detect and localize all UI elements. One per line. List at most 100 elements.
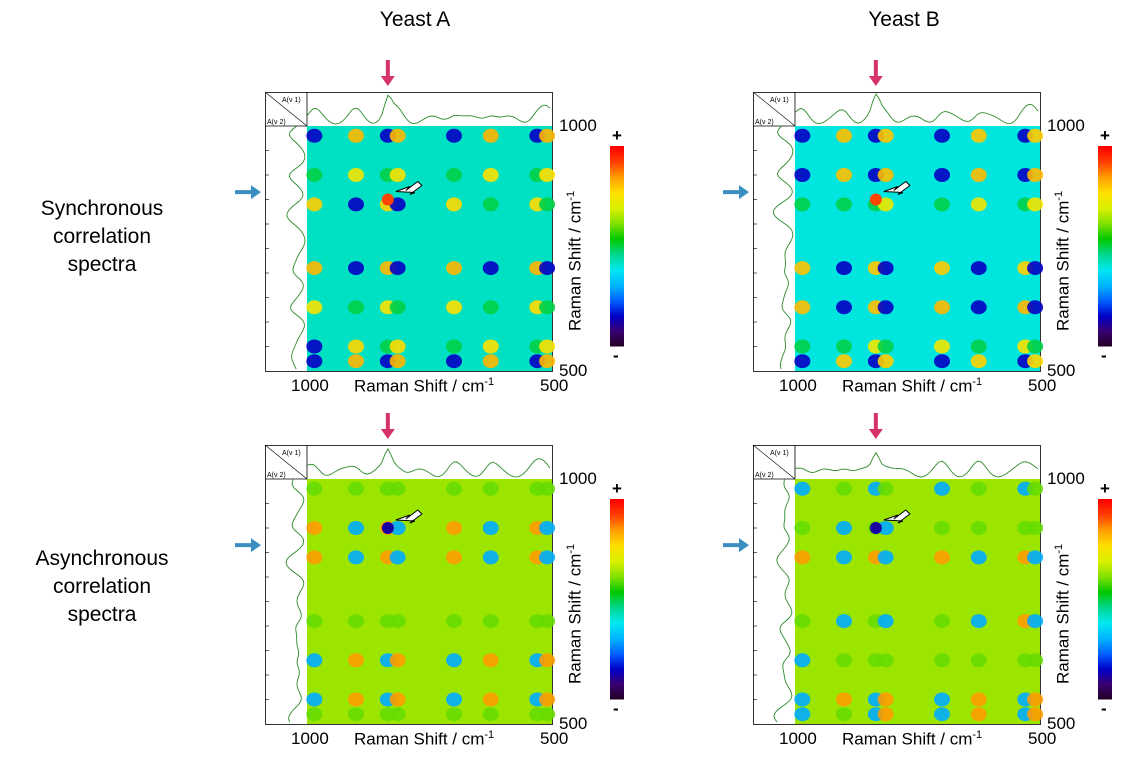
colorbar-segment xyxy=(610,214,624,217)
colorbar-segment xyxy=(610,631,624,634)
colorbar-segment xyxy=(610,152,624,155)
heatmap-cell xyxy=(934,128,950,143)
peak-marker-arrow xyxy=(723,538,749,553)
heatmap-cell xyxy=(446,354,462,369)
colorbar-segment xyxy=(610,623,624,626)
colorbar-segment xyxy=(610,204,624,207)
colorbar-segment xyxy=(1098,170,1112,173)
colorbar-segment xyxy=(610,563,624,566)
colorbar-segment xyxy=(1098,248,1112,251)
colorbar-segment xyxy=(1098,597,1112,600)
colorbar-segment xyxy=(1098,657,1112,660)
colorbar-segment xyxy=(610,521,624,524)
colorbar-segment xyxy=(1098,186,1112,189)
heatmap-cell xyxy=(970,339,987,354)
colorbar-segment xyxy=(610,218,624,221)
colorbar-segment xyxy=(1098,158,1112,161)
colorbar-segment xyxy=(1098,230,1112,233)
left-spectrum-line xyxy=(773,478,793,723)
colorbar-segment xyxy=(610,216,624,219)
row-label-asynchronous: Asynchronous correlation spectra xyxy=(2,545,202,629)
colorbar-segment xyxy=(610,695,624,698)
colorbar-segment xyxy=(1098,697,1112,700)
x-tick-label-500: 500 xyxy=(540,729,569,748)
colorbar-segment xyxy=(610,679,624,682)
heatmap-cell xyxy=(348,653,364,668)
row-label-synchronous: Synchronous correlation spectra xyxy=(2,195,202,279)
colorbar-segment xyxy=(610,226,624,229)
colorbar-segment xyxy=(610,220,624,223)
heatmap-cell xyxy=(306,692,323,707)
heatmap-cell xyxy=(348,300,364,315)
colorbar-segment xyxy=(1098,322,1112,325)
heatmap-cell xyxy=(794,354,811,369)
heatmap-cell xyxy=(794,300,811,315)
colorbar-segment xyxy=(610,651,624,654)
colorbar-segment xyxy=(610,611,624,614)
colorbar-segment xyxy=(1098,623,1112,626)
colorbar-segment xyxy=(610,230,624,233)
colorbar-segment xyxy=(610,154,624,157)
colorbar-segment xyxy=(610,274,624,277)
panel-frame xyxy=(753,445,1041,725)
colorbar-segment xyxy=(1098,607,1112,610)
colorbar-segment xyxy=(1098,312,1112,315)
colorbar-segment xyxy=(1098,619,1112,622)
colorbar-segment xyxy=(610,683,624,686)
colorbar-segment xyxy=(610,150,624,153)
heatmap-cell xyxy=(934,692,950,707)
colorbar-segment xyxy=(1098,206,1112,209)
heatmap-cell xyxy=(877,300,894,315)
heatmap-cell xyxy=(877,128,894,143)
colorbar-segment xyxy=(1098,641,1112,644)
colorbar-segment xyxy=(1098,196,1112,199)
colorbar-segment xyxy=(1098,521,1112,524)
heatmap-cell xyxy=(539,653,556,668)
heatmap-cell xyxy=(446,261,462,276)
highlight-arrow xyxy=(883,509,911,524)
corner-label-bottom: A(ν 2) xyxy=(755,472,774,479)
colorbar-segment xyxy=(1098,633,1112,636)
colorbar-segment xyxy=(1098,262,1112,265)
heatmap-cell xyxy=(836,550,852,565)
heatmap-cell xyxy=(389,261,406,276)
colorbar-segment xyxy=(610,210,624,213)
colorbar-segment xyxy=(1098,290,1112,293)
colorbar-segment xyxy=(610,258,624,261)
colorbar-segment xyxy=(610,529,624,532)
colorbar-segment xyxy=(610,192,624,195)
colorbar-segment xyxy=(610,655,624,658)
colorbar-segment xyxy=(1098,192,1112,195)
colorbar-segment xyxy=(610,190,624,193)
colorbar-segment xyxy=(610,517,624,520)
colorbar-segment xyxy=(610,160,624,163)
colorbar-segment xyxy=(1098,326,1112,329)
colorbar-segment xyxy=(1098,687,1112,690)
peak-marker-arrow xyxy=(868,60,883,86)
heatmap-cell xyxy=(877,168,894,182)
colorbar-segment xyxy=(1098,573,1112,576)
colorbar-segment xyxy=(1098,675,1112,678)
heatmap-cell xyxy=(482,481,499,496)
colorbar-segment xyxy=(1098,226,1112,229)
heatmap-cell xyxy=(306,653,323,668)
colorbar-segment xyxy=(610,673,624,676)
heatmap-cell xyxy=(539,707,556,722)
colorbar-segment xyxy=(610,340,624,343)
colorbar-segment xyxy=(610,314,624,317)
colorbar-segment xyxy=(610,565,624,568)
colorbar-segment xyxy=(1098,577,1112,580)
x-axis-label: Raman Shift / cm-1 xyxy=(842,376,983,396)
colorbar-segment xyxy=(610,228,624,231)
peak-marker-arrow xyxy=(723,185,749,200)
heatmap-cell xyxy=(348,692,364,707)
colorbar-segment xyxy=(1098,519,1112,522)
corner-label-bottom: A(ν 2) xyxy=(755,119,774,126)
colorbar-segment xyxy=(1098,204,1112,207)
colorbar-segment xyxy=(610,641,624,644)
heatmap-cell xyxy=(539,168,556,182)
colorbar-segment xyxy=(1098,545,1112,548)
colorbar-segment xyxy=(1098,659,1112,662)
heatmap-background xyxy=(795,479,1040,724)
colorbar-segment xyxy=(610,248,624,251)
